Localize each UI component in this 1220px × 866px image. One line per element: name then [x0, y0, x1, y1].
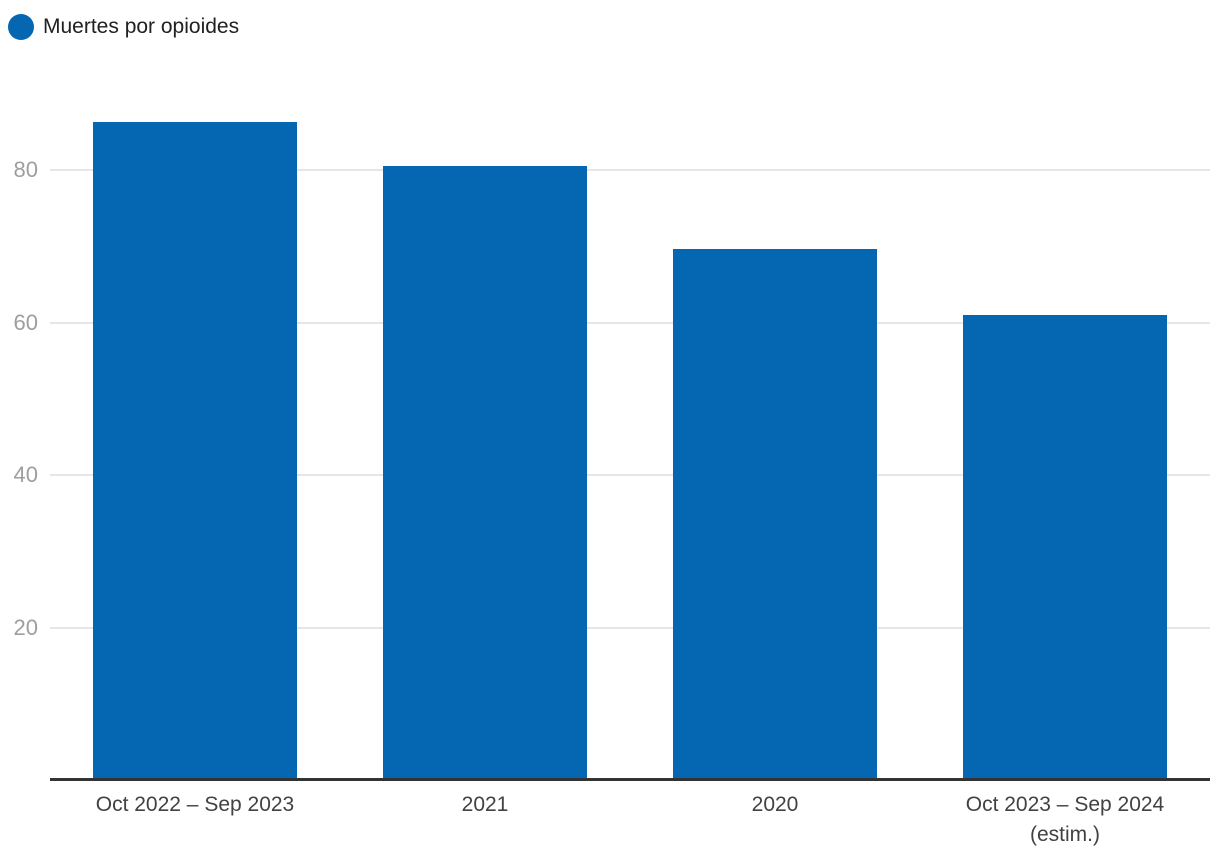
x-tick-label-1: 2021: [461, 793, 509, 816]
y-tick-label-20: 20: [13, 614, 38, 640]
bar-band-1: [340, 90, 630, 780]
bar-band-3: [920, 90, 1210, 780]
x-tick-label-0: Oct 2022 – Sep 2023: [95, 793, 295, 816]
gridline-20: [50, 626, 1210, 629]
bar-band-2: [630, 90, 920, 780]
legend[interactable]: Muertes por opioides: [8, 13, 239, 41]
x-tick-label-3: Oct 2023 – Sep 2024 (estim.): [965, 793, 1165, 846]
bar-1[interactable]: [383, 166, 587, 780]
legend-series-swatch-icon: [8, 14, 34, 40]
bars-layer: [50, 90, 1210, 780]
bar-0[interactable]: [93, 122, 297, 780]
gridline-40: [50, 474, 1210, 477]
x-tick-label-2: 2020: [751, 793, 799, 816]
gridline-80: [50, 169, 1210, 172]
plot-area: 20 40 60 80: [14, 90, 1210, 781]
bar-band-0: [50, 90, 340, 780]
legend-series-label: Muertes por opioides: [43, 15, 240, 38]
y-tick-label-60: 60: [13, 309, 38, 335]
gridline-60: [50, 321, 1210, 324]
y-tick-label-40: 40: [13, 462, 38, 488]
bar-3[interactable]: [963, 314, 1167, 780]
bar-2[interactable]: [673, 248, 877, 780]
x-axis-line: [50, 778, 1210, 781]
x-axis-tick-labels: Oct 2022 – Sep 2023 2021 2020 Oct 2023 – Se…: [50, 790, 1210, 850]
y-tick-label-80: 80: [13, 157, 38, 183]
